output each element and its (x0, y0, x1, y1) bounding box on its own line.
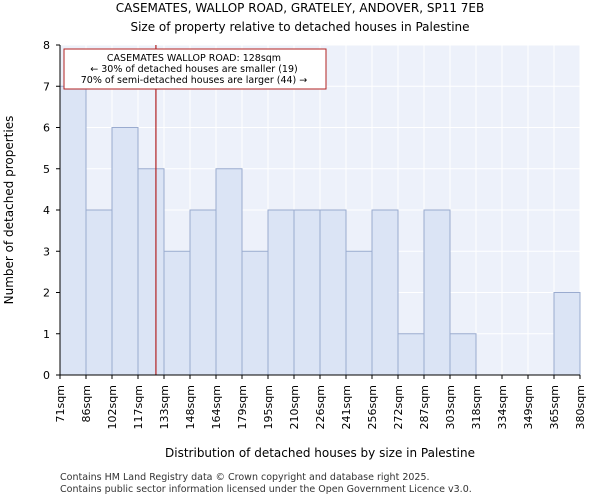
bar-256sqm (371, 209, 399, 376)
x-tick-label: 256sqm (366, 385, 379, 429)
bar-179sqm (241, 250, 269, 376)
bar-226sqm (319, 209, 347, 376)
x-tick-label: 241sqm (340, 385, 353, 429)
x-tick-label: 195sqm (262, 385, 275, 429)
x-axis-label: Distribution of detached houses by size … (165, 446, 475, 460)
chart-title-line1: CASEMATES, WALLOP ROAD, GRATELEY, ANDOVE… (116, 1, 484, 15)
footer-line2: Contains public sector information licen… (60, 484, 472, 495)
y-tick-label: 7 (43, 80, 50, 93)
bar-287sqm (423, 209, 451, 376)
y-tick-label: 1 (43, 328, 50, 341)
bar-133sqm (163, 250, 191, 376)
x-tick-label: 287sqm (418, 385, 431, 429)
x-tick-label: 117sqm (132, 385, 145, 429)
x-tick-label: 226sqm (314, 385, 327, 429)
y-tick-label: 0 (43, 369, 50, 382)
x-tick-label: 86sqm (80, 385, 93, 422)
x-tick-label: 303sqm (444, 385, 457, 429)
bar-86sqm (85, 209, 113, 376)
bar-117sqm (137, 168, 165, 376)
x-tick-label: 179sqm (236, 385, 249, 429)
y-tick-label: 4 (43, 204, 50, 217)
y-tick-label: 2 (43, 287, 50, 300)
footer-line1: Contains HM Land Registry data © Crown c… (60, 472, 430, 483)
annotation-line3: 70% of semi-detached houses are larger (… (81, 75, 308, 86)
x-tick-label: 102sqm (106, 385, 119, 429)
bar-365sqm (553, 292, 581, 376)
annotation-line2: ← 30% of detached houses are smaller (19… (90, 64, 297, 75)
bar-148sqm (189, 209, 217, 376)
x-tick-label: 318sqm (470, 385, 483, 429)
annotation-box: CASEMATES WALLOP ROAD: 128sqm ← 30% of d… (63, 48, 327, 90)
y-tick-label: 6 (43, 122, 50, 135)
chart-title-line2: Size of property relative to detached ho… (130, 20, 469, 34)
x-tick-label: 380sqm (574, 385, 587, 429)
annotation-line1: CASEMATES WALLOP ROAD: 128sqm (107, 53, 281, 64)
x-tick-label: 349sqm (522, 385, 535, 429)
x-tick-label: 164sqm (210, 385, 223, 429)
y-tick-label: 3 (43, 245, 50, 258)
y-axis-label: Number of detached properties (2, 116, 16, 305)
y-tick-label: 8 (43, 39, 50, 52)
bar-195sqm (267, 209, 295, 376)
bar-241sqm (345, 250, 373, 376)
x-tick-label: 148sqm (184, 385, 197, 429)
x-tick-label: 334sqm (496, 385, 509, 429)
x-tick-label: 71sqm (54, 385, 67, 422)
y-tick-label: 5 (43, 163, 50, 176)
x-tick-label: 133sqm (158, 385, 171, 429)
bar-272sqm (397, 333, 425, 376)
bar-71sqm (59, 85, 87, 376)
bar-102sqm (111, 127, 139, 376)
x-tick-label: 210sqm (288, 385, 301, 429)
bar-303sqm (449, 333, 477, 376)
x-tick-label: 365sqm (548, 385, 561, 429)
x-tick-label: 272sqm (392, 385, 405, 429)
bar-164sqm (215, 168, 243, 376)
bar-210sqm (293, 209, 321, 376)
